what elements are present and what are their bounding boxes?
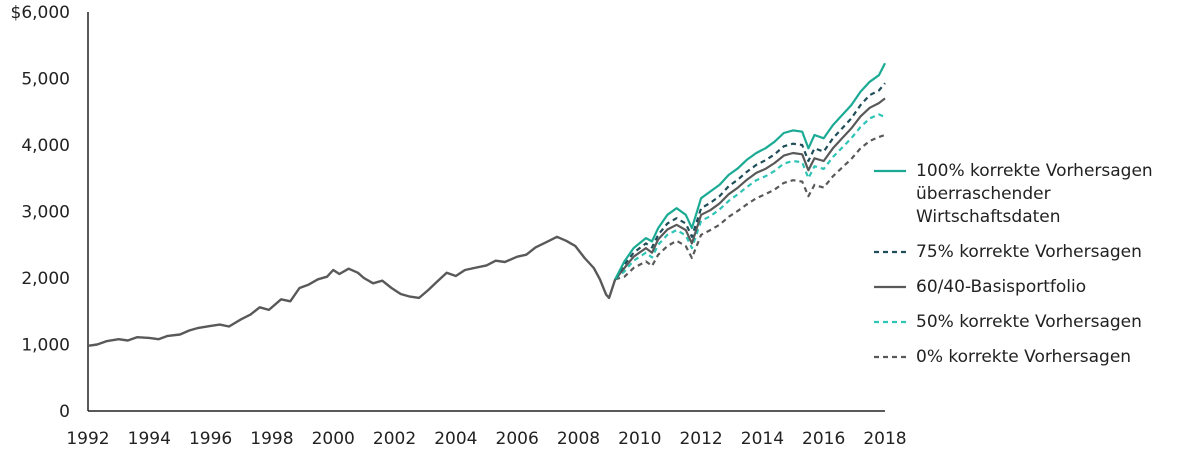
x-tick-label: 2016: [802, 429, 845, 449]
legend-label: 50% korrekte Vorhersagen: [916, 312, 1142, 332]
legend-item: 100% korrekte Vorhersagen überraschender…: [872, 160, 1192, 229]
y-tick-label: 1,000: [21, 336, 70, 356]
x-tick-label: 2012: [679, 429, 722, 449]
legend-label: 0% korrekte Vorhersagen: [916, 347, 1132, 367]
legend-swatch: [874, 285, 906, 289]
legend-item: 60/40-Basisportfolio: [872, 276, 1192, 299]
x-tick-label: 2018: [863, 429, 906, 449]
y-tick-labels: $6,000 5,000 4,000 3,000 2,000 1,000 0: [11, 3, 70, 422]
x-tick-label: 2010: [618, 429, 661, 449]
series-line-3: [614, 113, 886, 281]
x-tick-label: 2008: [557, 429, 600, 449]
legend: 100% korrekte Vorhersagen überraschender…: [872, 160, 1192, 369]
legend-item: 0% korrekte Vorhersagen: [872, 346, 1192, 369]
y-tick-label: 0: [59, 402, 70, 422]
legend-item: 50% korrekte Vorhersagen: [872, 311, 1192, 334]
x-tick-label: 1992: [66, 429, 109, 449]
x-tick-label: 1994: [128, 429, 171, 449]
legend-swatch: [874, 320, 906, 324]
x-tick-label: 2014: [741, 429, 784, 449]
x-tick-label: 2004: [434, 429, 477, 449]
x-tick-label: 2006: [496, 429, 539, 449]
y-tick-label: 3,000: [21, 203, 70, 223]
series-line-2: [614, 97, 886, 280]
x-tick-label: 2002: [373, 429, 416, 449]
series-lines: [87, 62, 886, 347]
legend-label: 100% korrekte Vorhersagen überraschender…: [916, 161, 1153, 227]
legend-item: 75% korrekte Vorhersagen: [872, 241, 1192, 264]
x-tick-label: 1996: [189, 429, 232, 449]
y-tick-label: $6,000: [11, 3, 70, 23]
x-tick-label: 1998: [250, 429, 293, 449]
legend-label: 75% korrekte Vorhersagen: [916, 242, 1142, 262]
x-tick-labels: 1992 1994 1996 1998 2000 2002 2004 2006 2008 2010…: [66, 429, 906, 449]
x-tick-label: 2000: [312, 429, 355, 449]
legend-swatch: [874, 250, 906, 254]
y-tick-label: 2,000: [21, 269, 70, 289]
y-tick-label: 4,000: [21, 136, 70, 156]
legend-swatch: [874, 355, 906, 359]
legend-label: 60/40-Basisportfolio: [916, 277, 1087, 297]
shared-history-line: [87, 235, 617, 347]
series-line-4: [614, 133, 886, 281]
legend-swatch: [874, 169, 906, 173]
y-tick-label: 5,000: [21, 70, 70, 90]
series-line-0: [614, 62, 886, 280]
